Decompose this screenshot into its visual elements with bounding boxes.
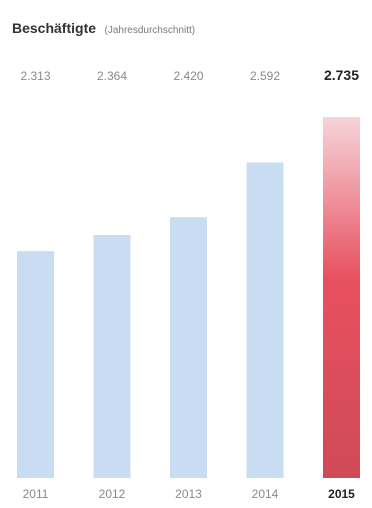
bar-2011 xyxy=(17,251,54,478)
chart-subtitle: (Jahresdurchschnitt) xyxy=(104,25,195,36)
bar-2014 xyxy=(246,162,284,478)
bar-2013 xyxy=(170,217,207,478)
value-label-2012: 2.364 xyxy=(97,69,127,83)
value-label-2015: 2.735 xyxy=(324,67,359,83)
bars-group xyxy=(17,117,360,478)
value-label-2013: 2.420 xyxy=(173,69,203,83)
category-labels-group: 2011 2012 2013 2014 2015 xyxy=(23,487,356,501)
category-label-2012: 2012 xyxy=(99,487,126,501)
category-label-2011: 2011 xyxy=(23,487,49,501)
svg-text:Beschäftigte (Jahresdurchs: Beschäftigte (Jahresdurchschnitt) xyxy=(12,20,195,37)
category-label-2014: 2014 xyxy=(252,487,279,501)
value-label-2011: 2.313 xyxy=(20,69,50,83)
value-labels-group: 2.313 2.364 2.420 2.592 2.735 xyxy=(20,67,359,83)
category-label-2015: 2015 xyxy=(328,487,355,501)
bar-2015 xyxy=(323,117,360,478)
bar-2012 xyxy=(93,235,131,478)
value-label-2014: 2.592 xyxy=(250,69,280,83)
chart-title: Beschäftigte xyxy=(12,20,96,36)
category-label-2013: 2013 xyxy=(175,487,202,501)
